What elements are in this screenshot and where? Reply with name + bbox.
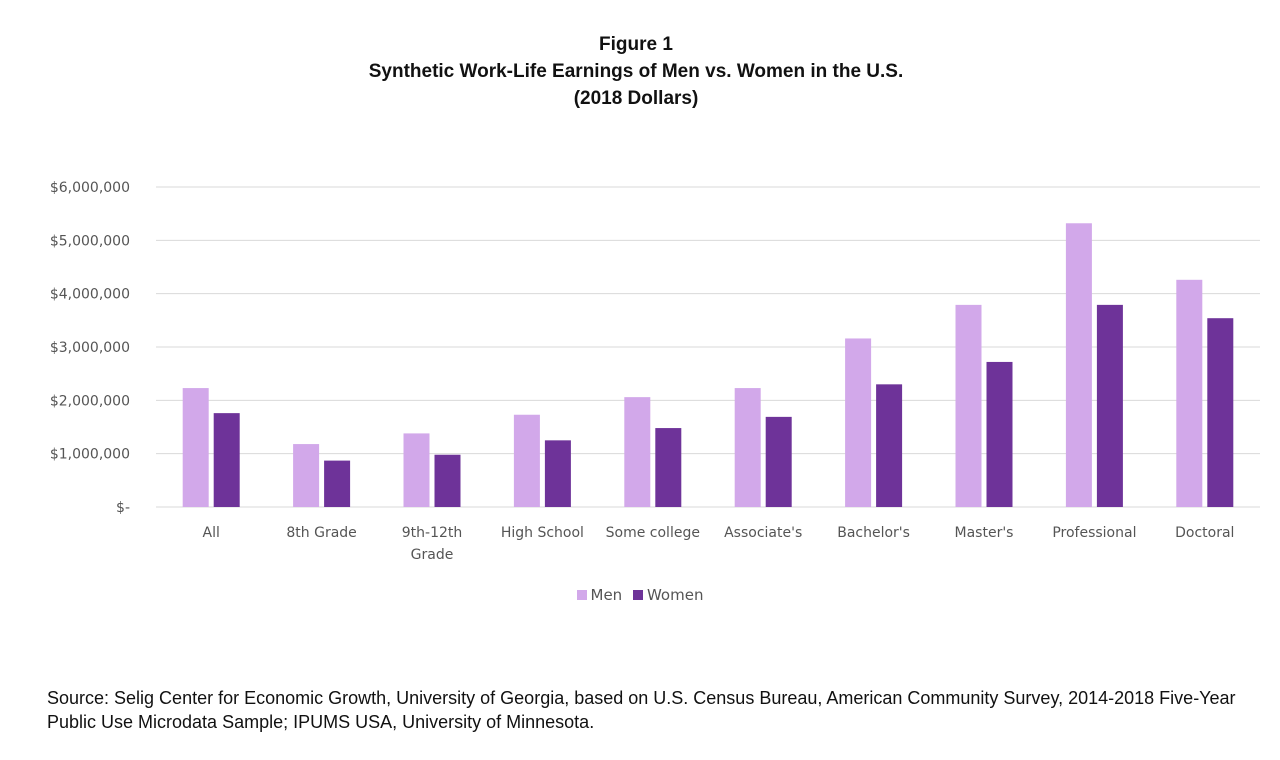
bar-men xyxy=(845,338,872,507)
x-tick-label: Doctoral xyxy=(1175,525,1234,541)
x-tick-label: 9th-12th xyxy=(402,525,463,541)
y-axis-tick-labels: $- $1,000,000 $2,000,000 $3,000,000 $4,000,0… xyxy=(50,180,130,516)
figure-number: Figure 1 xyxy=(599,34,673,55)
bar-men xyxy=(734,388,761,507)
bar-women xyxy=(765,416,792,507)
bar-women xyxy=(655,428,682,507)
y-tick-label: $6,000,000 xyxy=(50,180,130,196)
bar-men xyxy=(1065,223,1092,507)
x-tick-label: High School xyxy=(501,525,584,541)
x-tick-label: Grade xyxy=(411,547,454,563)
bar-men xyxy=(513,414,540,507)
bar-women xyxy=(986,361,1013,507)
x-axis-category-labels: All 8th Grade 9th-12th Grade High School Some… xyxy=(203,525,1235,563)
y-tick-label: $3,000,000 xyxy=(50,340,130,356)
bar-men xyxy=(1176,279,1203,507)
x-tick-label: Associate's xyxy=(724,525,802,541)
y-tick-label: $5,000,000 xyxy=(50,233,130,249)
bar-men xyxy=(955,304,982,507)
bar-women xyxy=(1207,318,1234,507)
legend: Men Women xyxy=(0,586,1280,604)
bar-men xyxy=(403,433,430,507)
x-tick-label: Some college xyxy=(606,525,700,541)
legend-swatch-women xyxy=(632,590,643,600)
bar-women xyxy=(1096,304,1123,507)
y-tick-label: $1,000,000 xyxy=(50,447,130,463)
bar-women xyxy=(213,413,240,507)
x-tick-label: Master's xyxy=(955,525,1014,541)
bar-women xyxy=(544,440,571,507)
y-tick-label: $2,000,000 xyxy=(50,393,130,409)
bar-chart: $- $1,000,000 $2,000,000 $3,000,000 $4,000,0… xyxy=(50,180,1260,563)
legend-swatch-men xyxy=(576,590,587,600)
bar-women xyxy=(324,460,351,507)
x-tick-label: Professional xyxy=(1052,525,1136,541)
legend-label-women: Women xyxy=(646,586,704,604)
x-tick-label: All xyxy=(203,525,220,541)
chart-title: Figure 1 Synthetic Work-Life Earnings of… xyxy=(0,31,1272,112)
legend-item-men: Men xyxy=(576,586,623,604)
gridlines xyxy=(156,186,1260,508)
bar-men xyxy=(624,397,651,507)
chart-title-main: Synthetic Work-Life Earnings of Men vs. … xyxy=(368,61,904,82)
bar-women xyxy=(876,384,903,507)
bars xyxy=(182,223,1234,507)
y-tick-label: $- xyxy=(116,500,130,516)
x-tick-label: Bachelor's xyxy=(837,525,910,541)
bar-men xyxy=(182,388,209,507)
chart-title-units: (2018 Dollars) xyxy=(573,88,699,109)
y-tick-label: $4,000,000 xyxy=(50,287,130,303)
x-tick-label: 8th Grade xyxy=(286,525,356,541)
legend-item-women: Women xyxy=(632,586,704,604)
bar-women xyxy=(434,454,461,507)
bar-men xyxy=(293,444,320,507)
legend-label-men: Men xyxy=(590,586,623,604)
source-note: Source: Selig Center for Economic Growth… xyxy=(47,688,1236,732)
